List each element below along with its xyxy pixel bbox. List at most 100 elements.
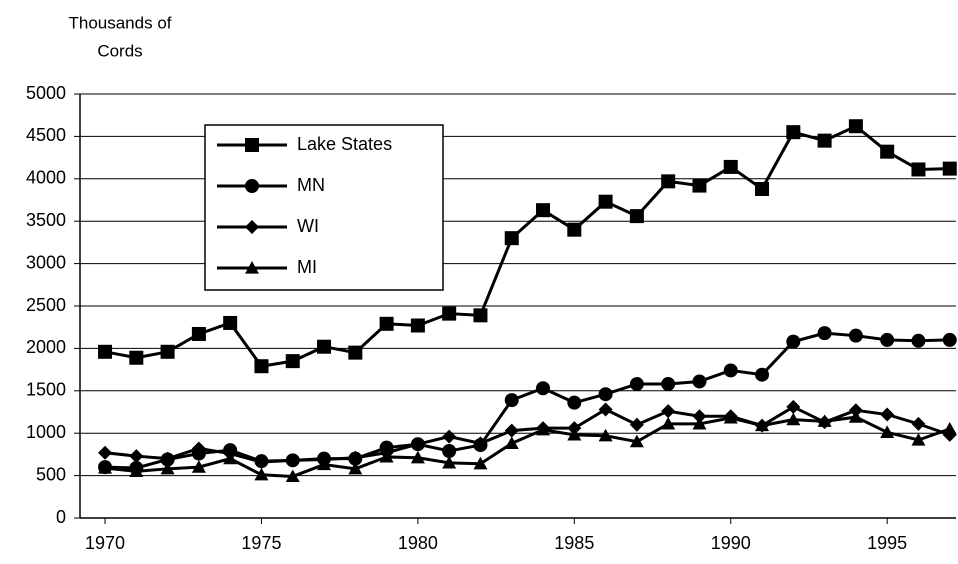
marker [129,449,144,464]
marker [348,450,363,465]
marker [98,445,113,460]
marker [661,377,676,392]
marker [629,209,644,224]
marker [410,450,425,464]
legend-marker [245,138,259,152]
marker [755,367,770,382]
marker [692,374,707,389]
marker [473,436,488,451]
marker [191,441,206,456]
legend-label: WI [297,216,319,236]
marker [755,418,770,432]
y-axis-label: Thousands of [68,13,171,32]
marker [848,119,863,134]
marker [786,334,801,349]
marker [598,194,613,209]
marker [598,387,613,402]
legend-box [204,124,444,291]
marker [98,460,113,474]
marker [504,436,519,449]
marker [191,460,206,473]
series-line [104,415,951,478]
marker [129,350,144,365]
marker [504,423,519,438]
y-tick-label: 1000 [26,422,66,442]
marker [191,326,206,341]
legend-marker [245,179,259,193]
series-line [104,405,951,464]
marker [880,407,895,422]
marker [379,449,394,463]
marker [942,421,957,435]
marker [254,359,269,374]
marker [504,231,519,246]
marker [880,144,895,159]
marker [442,444,457,459]
marker [911,416,926,431]
marker [160,461,175,475]
marker [911,333,926,348]
marker [223,451,238,465]
y-tick-label: 3500 [26,210,66,230]
x-tick-label: 1990 [711,533,751,553]
marker [692,409,707,424]
marker [536,422,551,436]
marker [629,377,644,392]
x-tick-label: 1980 [398,533,438,553]
y-tick-label: 2000 [26,337,66,357]
marker [661,174,676,189]
series-line [104,124,950,368]
y-tick-label: 4500 [26,125,66,145]
marker [379,316,394,331]
marker [567,222,582,237]
legend-label: MI [297,257,317,277]
marker [692,178,707,193]
marker [348,345,363,360]
marker [160,344,175,359]
marker [348,461,363,475]
marker [629,417,644,432]
marker [848,328,863,343]
legend-marker [245,261,259,274]
marker [786,125,801,140]
marker [129,464,144,477]
marker [473,308,488,323]
marker [410,437,425,452]
marker [817,133,832,148]
marker [285,453,300,468]
x-tick-label: 1970 [85,533,125,553]
marker [880,425,895,438]
legend-label: Lake States [297,134,392,154]
marker [536,381,551,396]
marker [160,451,175,466]
x-tick-label: 1995 [867,533,907,553]
marker [942,332,957,347]
legend-label: MN [297,175,325,195]
marker [567,395,582,410]
marker [285,354,300,369]
marker [442,455,457,469]
marker [817,414,832,427]
marker [786,412,801,426]
marker [723,159,738,174]
marker [442,429,457,444]
marker [598,402,613,417]
y-tick-label: 2500 [26,295,66,315]
marker [254,467,269,481]
marker [911,432,926,446]
marker [410,318,425,333]
marker [692,416,707,430]
marker [598,428,613,442]
marker [942,161,957,176]
marker [536,203,551,218]
y-tick-label: 1500 [26,380,66,400]
y-tick-label: 4000 [26,168,66,188]
marker [755,181,770,196]
marker [567,427,582,441]
marker [223,315,238,330]
marker [98,344,113,359]
legend-marker [245,220,259,234]
series-line [104,331,950,470]
marker [911,162,926,177]
